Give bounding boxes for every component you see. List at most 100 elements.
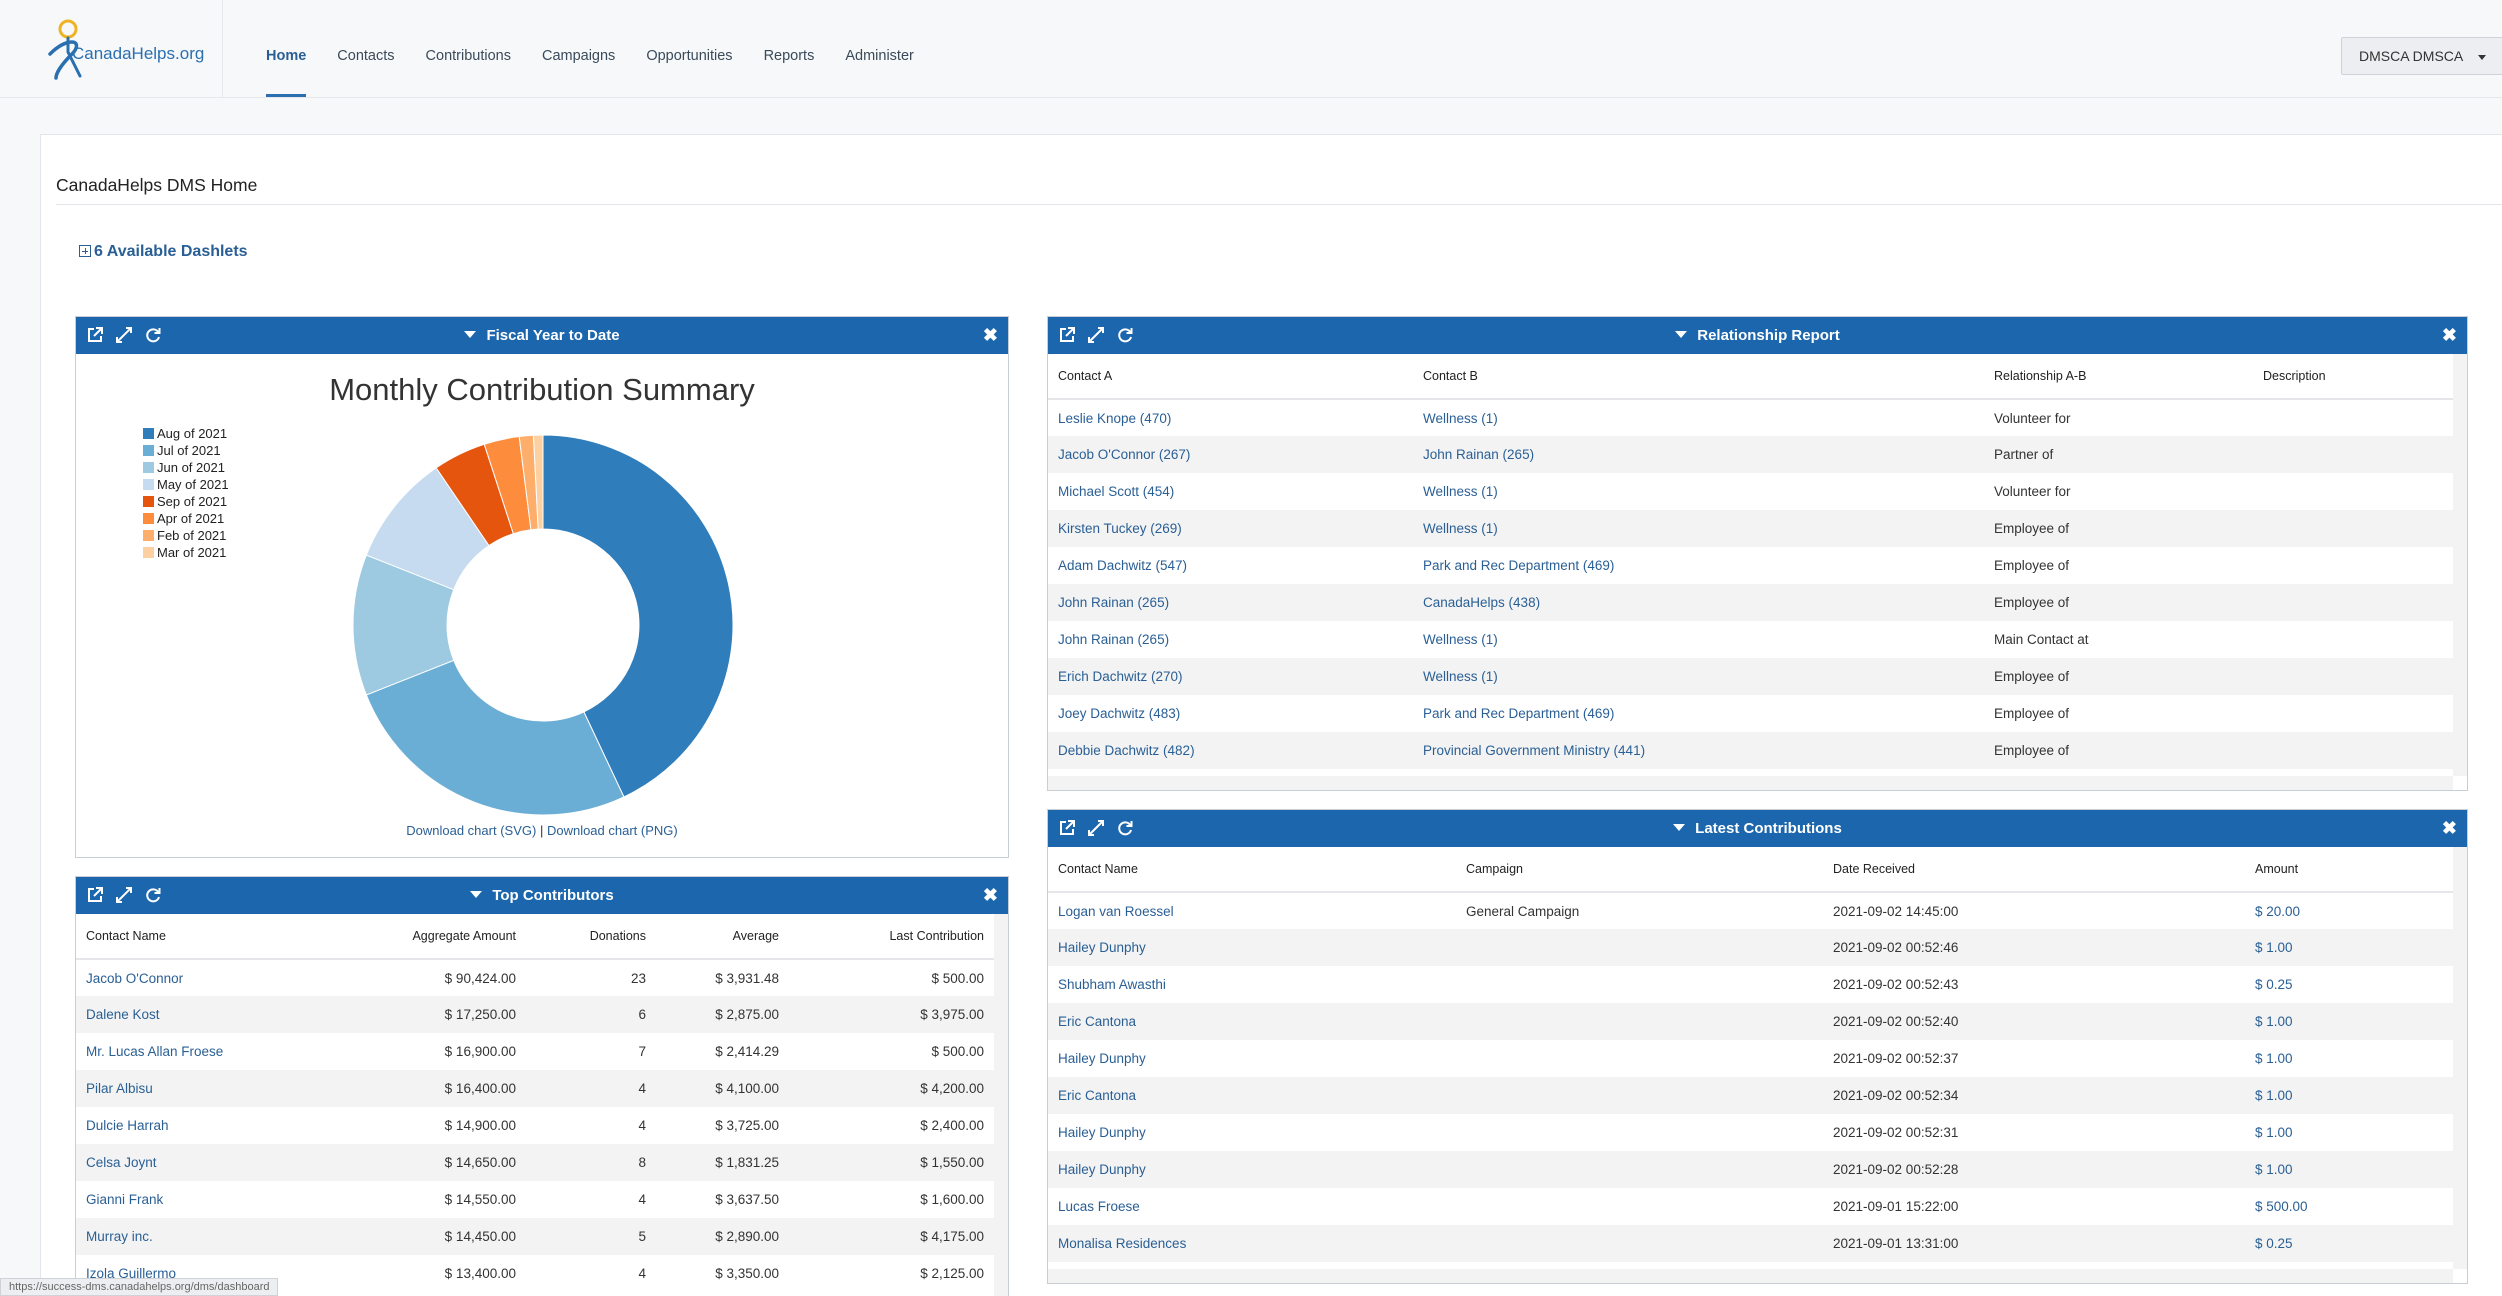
nav-home[interactable]: Home	[266, 48, 307, 97]
amount-link[interactable]: $ 1.00	[2255, 1088, 2293, 1103]
close-icon[interactable]: ✖	[2441, 818, 2457, 838]
amount-link[interactable]: $ 1.00	[2255, 1014, 2293, 1029]
amount-link[interactable]: $ 1.00	[2255, 940, 2293, 955]
contact-b-link[interactable]: Provincial Government Ministry (441)	[1423, 743, 1646, 758]
dashlet-title[interactable]: Fiscal Year to Date	[76, 327, 1008, 344]
column-header[interactable]: Contact B	[1413, 354, 1984, 400]
contact-link[interactable]: Lucas Froese	[1058, 1199, 1140, 1214]
contact-b-link[interactable]: John Rainan (265)	[1423, 447, 1535, 462]
contact-a-link[interactable]: Adam Dachwitz (547)	[1058, 558, 1188, 573]
contact-a-link[interactable]: John Rainan (265)	[1058, 632, 1170, 647]
contact-b-link[interactable]: Wellness (1)	[1423, 669, 1498, 684]
contact-link[interactable]: Eric Cantona	[1058, 1088, 1137, 1103]
contact-a-link[interactable]: Debbie Dachwitz (482)	[1058, 743, 1195, 758]
dashlet-title[interactable]: Relationship Report	[1048, 327, 2467, 344]
vertical-scrollbar[interactable]	[2453, 847, 2467, 1269]
contact-a-link[interactable]: Erich Dachwitz (270)	[1058, 669, 1183, 684]
column-header[interactable]: Relationship A-B	[1984, 354, 2253, 400]
contact-b-link[interactable]: Park and Rec Department (469)	[1423, 558, 1615, 573]
amount-link[interactable]: $ 20.00	[2255, 903, 2301, 919]
expand-icon[interactable]	[115, 886, 133, 904]
contact-link[interactable]: Celsa Joynt	[86, 1155, 157, 1170]
contact-b-link[interactable]: Park and Rec Department (469)	[1423, 706, 1615, 721]
contact-link[interactable]: Shubham Awasthi	[1058, 977, 1166, 992]
legend-item[interactable]: Jul of 2021	[143, 442, 229, 459]
contact-link[interactable]: Hailey Dunphy	[1058, 1125, 1146, 1140]
external-link-icon[interactable]	[1058, 326, 1076, 344]
column-header[interactable]: Date Received	[1823, 847, 2245, 893]
contact-b-link[interactable]: Wellness (1)	[1423, 521, 1498, 536]
dashlet-title[interactable]: Top Contributors	[76, 887, 1008, 904]
contact-b-link[interactable]: Wellness (1)	[1423, 632, 1498, 647]
column-header[interactable]: Campaign	[1456, 847, 1823, 893]
contact-link[interactable]: Dalene Kost	[86, 1007, 160, 1022]
available-dashlets-toggle[interactable]: 6 Available Dashlets	[79, 243, 248, 261]
dashlet-title[interactable]: Latest Contributions	[1048, 820, 2467, 837]
contact-link[interactable]: Logan van Roessel	[1058, 903, 1174, 919]
column-header[interactable]: Last Contribution	[789, 914, 994, 960]
contact-b-link[interactable]: CanadaHelps (438)	[1423, 595, 1541, 610]
contact-a-link[interactable]: Leslie Knope (470)	[1058, 410, 1172, 426]
vertical-scrollbar[interactable]	[994, 914, 1008, 1296]
legend-item[interactable]: Sep of 2021	[143, 493, 229, 510]
canadahelps-logo[interactable]: CanadaHelps.org	[44, 16, 204, 82]
close-icon[interactable]: ✖	[982, 885, 998, 905]
contact-link[interactable]: Hailey Dunphy	[1058, 940, 1146, 955]
close-icon[interactable]: ✖	[2441, 325, 2457, 345]
column-header[interactable]: Contact A	[1048, 354, 1413, 400]
contact-a-link[interactable]: John Rainan (265)	[1058, 595, 1170, 610]
contact-b-link[interactable]: Wellness (1)	[1423, 484, 1498, 499]
contact-link[interactable]: Eric Cantona	[1058, 1014, 1137, 1029]
contact-a-link[interactable]: Jacob O'Connor (267)	[1058, 447, 1191, 462]
contact-link[interactable]: Dulcie Harrah	[86, 1118, 169, 1133]
legend-item[interactable]: Apr of 2021	[143, 510, 229, 527]
refresh-icon[interactable]	[144, 326, 162, 344]
contact-link[interactable]: Izola Guillermo	[86, 1266, 177, 1281]
external-link-icon[interactable]	[1058, 819, 1076, 837]
contact-link[interactable]: Murray inc.	[86, 1229, 153, 1244]
amount-link[interactable]: $ 0.25	[2255, 1236, 2293, 1251]
nav-campaigns[interactable]: Campaigns	[541, 48, 616, 64]
amount-link[interactable]: $ 0.25	[2255, 977, 2293, 992]
nav-reports[interactable]: Reports	[763, 48, 815, 64]
vertical-scrollbar[interactable]	[2453, 354, 2467, 776]
amount-link[interactable]: $ 500.00	[2255, 1199, 2308, 1214]
column-header[interactable]: Amount	[2245, 847, 2453, 893]
contact-b-link[interactable]: Wellness (1)	[1423, 410, 1498, 426]
nav-contributions[interactable]: Contributions	[425, 48, 511, 64]
nav-opportunities[interactable]: Opportunities	[646, 48, 733, 64]
refresh-icon[interactable]	[144, 886, 162, 904]
column-header[interactable]: Aggregate Amount	[346, 914, 526, 960]
column-header[interactable]: Donations	[526, 914, 656, 960]
amount-link[interactable]: $ 1.00	[2255, 1162, 2293, 1177]
legend-item[interactable]: Jun of 2021	[143, 459, 229, 476]
contact-link[interactable]: Gianni Frank	[86, 1192, 164, 1207]
close-icon[interactable]: ✖	[982, 325, 998, 345]
legend-item[interactable]: Mar of 2021	[143, 544, 229, 561]
column-header[interactable]: Description	[2253, 354, 2453, 400]
column-header[interactable]: Average	[656, 914, 789, 960]
amount-link[interactable]: $ 1.00	[2255, 1125, 2293, 1140]
contact-a-link[interactable]: Joey Dachwitz (483)	[1058, 706, 1181, 721]
contact-link[interactable]: Monalisa Residences	[1058, 1236, 1187, 1251]
donut-slice[interactable]	[532, 434, 544, 530]
column-header[interactable]: Contact Name	[1048, 847, 1456, 893]
contact-a-link[interactable]: Michael Scott (454)	[1058, 484, 1175, 499]
refresh-icon[interactable]	[1116, 819, 1134, 837]
download-png-link[interactable]: Download chart (PNG)	[546, 823, 678, 838]
user-menu-button[interactable]: DMSCA DMSCA	[2341, 37, 2502, 75]
external-link-icon[interactable]	[86, 326, 104, 344]
legend-item[interactable]: Feb of 2021	[143, 527, 229, 544]
contact-link[interactable]: Pilar Albisu	[86, 1081, 153, 1096]
amount-link[interactable]: $ 1.00	[2255, 1051, 2293, 1066]
contact-link[interactable]: Jacob O'Connor	[86, 970, 184, 986]
donut-slice[interactable]	[542, 434, 734, 798]
external-link-icon[interactable]	[86, 886, 104, 904]
column-header[interactable]: Contact Name	[76, 914, 346, 960]
contact-link[interactable]: Hailey Dunphy	[1058, 1162, 1146, 1177]
legend-item[interactable]: Aug of 2021	[143, 425, 229, 442]
contact-link[interactable]: Mr. Lucas Allan Froese	[86, 1044, 224, 1059]
nav-administer[interactable]: Administer	[845, 48, 914, 64]
download-svg-link[interactable]: Download chart (SVG)	[406, 823, 537, 838]
horizontal-scrollbar[interactable]	[1048, 776, 2453, 790]
